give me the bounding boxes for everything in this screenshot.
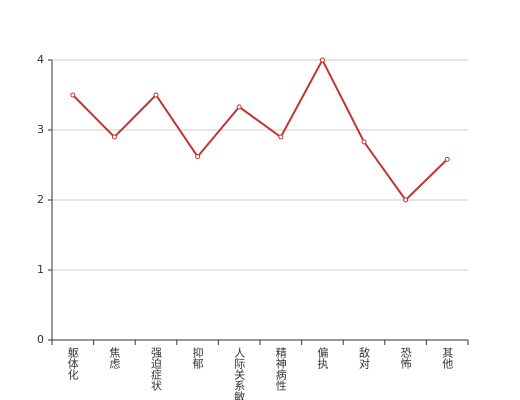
x-tick-label: 恐怖 [399,347,412,369]
line [72,57,448,202]
point [319,57,325,63]
x-tick-label: 躯体化 [66,347,79,381]
point [278,134,284,140]
x-tick-label: 精神病性 [274,347,287,392]
y-tick-label: 4 [37,53,44,66]
point [195,154,201,160]
point [70,92,76,98]
x-tick-label: 偏执 [316,346,329,370]
x-tick-label: 强迫症状 [150,347,163,391]
y-tick-label: 3 [37,123,44,136]
point [403,197,409,203]
point [111,134,117,140]
point [361,139,367,145]
x-tick-label: 抑郁 [191,346,204,369]
point [444,156,450,162]
x-tick-label: 人际关系敏感 [233,347,246,400]
point [236,104,242,110]
y-tick-label: 1 [37,263,44,276]
y-tick-label: 0 [37,333,44,346]
x-tick-label: 其他 [441,347,454,369]
y-tick-label: 2 [37,193,44,206]
x-tick-label: 敌对 [358,346,371,369]
point [153,92,159,98]
x-tick-label: 焦虑 [108,347,121,369]
